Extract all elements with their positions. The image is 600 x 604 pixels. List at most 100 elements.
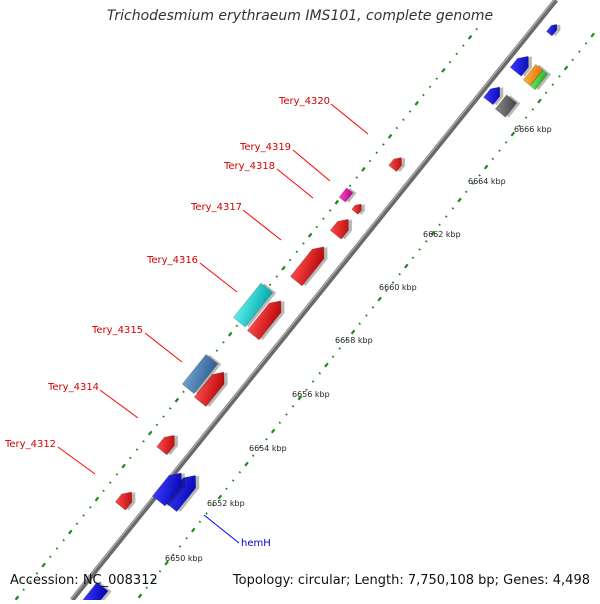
inner-track-tick [265, 438, 268, 441]
gene-tery-4317-red[interactable] [289, 241, 333, 288]
inner-track-tick [544, 91, 548, 95]
gene-tery-4320-red[interactable] [388, 153, 409, 174]
kbp-label-6662: 6662 kbp [423, 230, 461, 239]
gene-label-tery-4312[interactable]: Tery_4312 [4, 439, 56, 450]
outer-track-tick [462, 44, 465, 47]
gene-tery-4316-cyan[interactable] [232, 282, 277, 329]
inner-track-tick [258, 446, 262, 449]
gene-label-tery-4315[interactable]: Tery_4315 [91, 325, 143, 336]
gene-tery-4312-red[interactable] [114, 486, 140, 512]
inner-track-tick [571, 58, 575, 62]
inner-track-tick [318, 372, 322, 375]
kbp-label-6650: 6650 kbp [165, 554, 203, 563]
gene-orange-top[interactable] [522, 63, 547, 88]
gene-label-tery-4314[interactable]: Tery_4314 [47, 382, 99, 393]
inner-track-tick [278, 421, 282, 425]
gene-tery-4316-red[interactable] [246, 295, 290, 342]
outer-track-tick [295, 250, 299, 253]
outer-track-tick [94, 496, 100, 502]
gene-label-tery-4320[interactable]: Tery_4320 [278, 96, 330, 107]
callout-tery-4320 [330, 103, 369, 135]
outer-track-tick [361, 166, 366, 172]
outer-track-tick [55, 547, 59, 550]
kbp-label-6664: 6664 kbp [468, 177, 506, 186]
outer-track-tick [62, 539, 65, 542]
inner-track-tick [524, 116, 528, 119]
outer-track-tick [174, 397, 180, 403]
outer-track-tick [135, 448, 139, 451]
outer-track-tick [322, 217, 325, 220]
gene-blue-pair-a[interactable] [152, 466, 192, 508]
gene-tery-4314-red[interactable] [156, 430, 183, 457]
gene-tery-4319-magenta[interactable] [338, 186, 357, 204]
inner-track-tick [518, 124, 521, 128]
gene-blue-edge[interactable] [546, 21, 564, 38]
outer-track-tick [302, 242, 305, 245]
outer-track-tick [355, 176, 359, 179]
gene-label-tery-4317[interactable]: Tery_4317 [190, 202, 242, 213]
inner-track-tick [185, 537, 188, 540]
kbp-label-6658: 6658 kbp [335, 336, 373, 345]
inner-track-tick [558, 75, 561, 78]
gene-green-top[interactable] [529, 69, 552, 92]
inner-track-tick [345, 339, 348, 342]
topology-text: Topology: circular; Length: 7,750,108 bp… [232, 573, 590, 588]
callout-tery-4316 [199, 262, 238, 293]
outer-track-tick [182, 390, 185, 394]
outer-track-tick [448, 60, 452, 64]
outer-track-tick [222, 341, 225, 344]
inner-track-tick [371, 306, 375, 309]
outer-track-tick [29, 580, 32, 583]
gene-blue-top-a[interactable] [509, 50, 537, 78]
outer-track-tick [168, 407, 172, 410]
outer-track-tick [408, 110, 412, 113]
outer-track-tick [147, 430, 153, 436]
kbp-label-6660: 6660 kbp [379, 283, 417, 292]
inner-track-tick [444, 215, 448, 218]
gene-label-tery-4316[interactable]: Tery_4316 [146, 255, 198, 266]
genome-title: Trichodesmium erythraeum IMS101, complet… [106, 8, 494, 24]
inner-track-tick [331, 355, 335, 359]
outer-track-tick [41, 562, 46, 568]
inner-track-tick [584, 42, 588, 45]
outer-track-tick [275, 275, 279, 278]
gene-label-tery-4318[interactable]: Tery_4318 [223, 161, 275, 172]
inner-track-tick [391, 281, 395, 284]
inner-track-tick [478, 174, 481, 177]
inner-track-tick [451, 207, 455, 210]
outer-track-tick [368, 159, 372, 163]
outer-track-tick [387, 133, 393, 139]
inner-track-tick [491, 157, 495, 161]
inner-dotted-track [137, 32, 595, 599]
inner-track-tick [291, 405, 295, 408]
callout-tery-4318 [276, 168, 314, 199]
gene-gray-top[interactable] [494, 93, 521, 119]
inner-track-tick [537, 98, 542, 104]
gene-label-tery-4319[interactable]: Tery_4319 [239, 142, 291, 153]
inner-track-tick [551, 83, 555, 86]
inner-track-tick [270, 428, 276, 434]
gene-small-red[interactable] [351, 200, 368, 216]
inner-track-tick [190, 527, 196, 533]
outer-track-tick [288, 258, 292, 262]
inner-track-tick [152, 578, 155, 581]
gene-tery-4318-red[interactable] [329, 213, 357, 241]
gene-tery-4315-red[interactable] [193, 366, 233, 408]
inner-track-tick [377, 296, 382, 302]
inner-track-tick [225, 487, 228, 491]
inner-track-tick [411, 256, 415, 260]
gene-features [81, 21, 564, 604]
outer-track-tick [422, 93, 425, 97]
gene-tery-4315-steel[interactable] [181, 353, 222, 395]
inner-track-tick [145, 586, 148, 590]
gene-blue-top-b[interactable] [483, 82, 508, 107]
outer-track-tick [395, 126, 399, 130]
gene-label-hemh[interactable]: hemH [241, 538, 271, 549]
outer-track-tick [382, 143, 385, 146]
outer-track-tick [441, 67, 446, 73]
inner-track-tick [504, 141, 508, 144]
inner-track-tick [430, 230, 436, 236]
inner-track-tick [590, 32, 595, 38]
inner-track-tick [297, 395, 303, 401]
